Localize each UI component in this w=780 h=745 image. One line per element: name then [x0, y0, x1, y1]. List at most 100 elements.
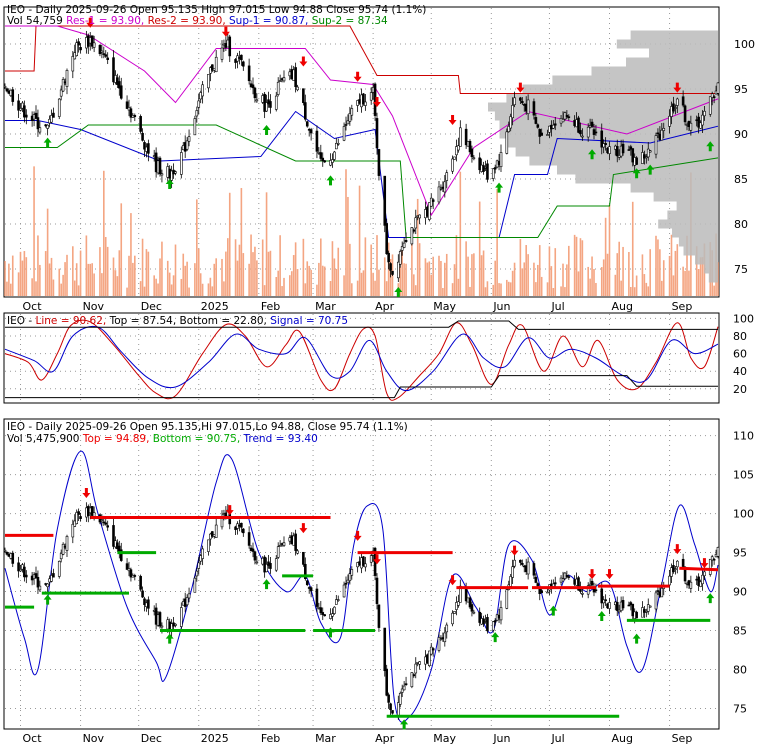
volume-bar: [91, 263, 93, 296]
price-candle-body: [19, 108, 22, 111]
volume-bar: [223, 281, 225, 296]
wave-x-tick: Sep: [672, 732, 693, 745]
price-candle-body: [61, 79, 65, 92]
price-volume-profile: [488, 30, 718, 283]
volume-bar: [345, 169, 347, 296]
volume-bar: [132, 262, 134, 296]
price-candle-body: [294, 67, 297, 87]
wave-candle-body: [451, 612, 454, 625]
wave-candle-body: [276, 546, 280, 558]
wave-candle-body: [546, 591, 549, 594]
volume-bar: [509, 282, 512, 296]
volume-bar: [682, 266, 684, 296]
volume-bar: [661, 280, 663, 296]
volume-bar: [622, 246, 624, 296]
volume-bar: [343, 275, 345, 296]
volume-bar: [120, 203, 123, 296]
volume-bar: [548, 246, 551, 296]
price-candle-body: [468, 141, 472, 153]
price-candle-body: [59, 89, 63, 97]
volume-bar: [277, 270, 279, 296]
wave-candle-body: [362, 556, 365, 566]
price-candle-body: [627, 149, 631, 151]
price-candle-body: [670, 106, 673, 117]
wave-candle-body: [565, 574, 569, 577]
volume-bar: [428, 261, 431, 296]
price-candle-body: [493, 167, 497, 170]
price-candle-body: [602, 143, 605, 148]
price-candle-body: [629, 146, 633, 150]
profile-bar: [488, 102, 718, 112]
wave-buy-arrow: [549, 605, 558, 616]
wave-sell-arrow: [299, 523, 308, 534]
profile-bar: [653, 192, 718, 202]
volume-bar: [211, 286, 214, 296]
price-candle-body: [129, 108, 133, 118]
wave-candle-body: [102, 521, 106, 524]
volume-bar: [207, 283, 210, 296]
wave-candle-body: [79, 516, 82, 519]
wave-buy-arrow: [43, 594, 52, 605]
price-candle-body: [77, 41, 80, 46]
volume-bar: [58, 268, 61, 296]
profile-bar: [695, 255, 718, 265]
wave-buy-arrow: [400, 719, 409, 730]
price-candle-body: [478, 157, 481, 171]
volume-bar: [66, 254, 68, 296]
volume-bar: [376, 235, 378, 296]
price-candle-body: [315, 130, 319, 152]
volume-bar: [467, 256, 469, 296]
price-candle-body: [590, 121, 594, 127]
volume-bar: [358, 185, 361, 296]
volume-bar: [236, 260, 239, 296]
volume-bar: [141, 238, 144, 296]
price-candle-body: [445, 172, 449, 181]
volume-bar: [546, 282, 549, 296]
price-candle-body: [201, 84, 204, 97]
wave-candle-body: [185, 597, 189, 606]
price-sell-arrow: [516, 82, 525, 93]
volume-bar: [104, 237, 107, 296]
profile-bar: [616, 39, 718, 49]
wave-candle-body: [141, 590, 144, 598]
price-candle-body: [389, 263, 392, 271]
volume-bar: [89, 263, 92, 296]
price-y-tick: 95: [734, 83, 748, 96]
volume-bar: [275, 276, 278, 296]
wave-candle-body: [92, 512, 96, 517]
wave-candle-body: [486, 617, 489, 632]
resistance-line: [5, 25, 718, 94]
price-signal-arrows: [43, 17, 715, 297]
volume-bar: [128, 255, 130, 296]
price-buy-arrow: [706, 141, 715, 152]
volume-bar: [385, 281, 388, 296]
wave-candle-body: [590, 580, 594, 586]
price-buy-arrow: [394, 287, 403, 297]
price-candle-body: [404, 240, 408, 242]
oscillator-y-tick: 40: [733, 365, 747, 378]
wave-sell-arrow: [448, 575, 457, 586]
volume-bar: [252, 252, 254, 296]
wave-candle-body: [364, 563, 367, 568]
wave-candle-body: [540, 590, 543, 594]
price-x-tick: Nov: [83, 300, 105, 313]
wave-buy-arrow: [491, 632, 500, 643]
volume-bar: [552, 287, 555, 296]
volume-bar: [360, 272, 363, 296]
wave-candle-body: [294, 533, 297, 551]
volume-bar: [188, 287, 190, 296]
price-y-tick: 80: [734, 218, 748, 231]
volume-bar: [93, 273, 95, 296]
volume-bar: [655, 235, 657, 296]
price-candle-body: [369, 92, 373, 101]
price-candle-body: [185, 140, 189, 150]
volume-bar: [292, 255, 295, 296]
price-candle-body: [662, 127, 666, 131]
wave-candle-body: [348, 573, 352, 581]
wave-x-tick: Oct: [23, 732, 43, 745]
price-candle-body: [540, 132, 543, 136]
volume-bar: [62, 274, 64, 296]
volume-bar: [445, 253, 448, 296]
wave-y-tick: 110: [733, 430, 754, 443]
volume-bar: [60, 283, 62, 296]
